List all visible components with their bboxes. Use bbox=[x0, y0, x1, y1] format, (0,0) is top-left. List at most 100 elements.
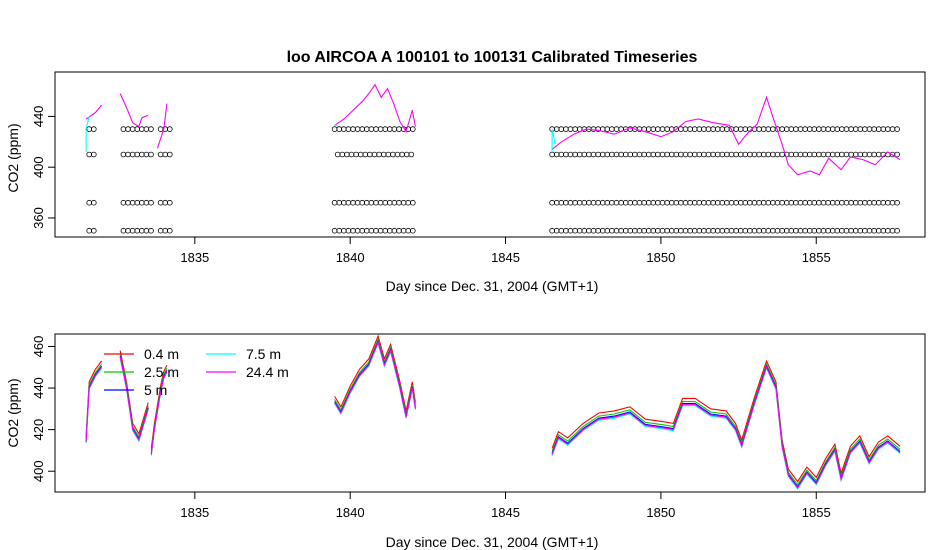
calibration-marker bbox=[742, 151, 749, 158]
calibration-marker bbox=[668, 151, 675, 158]
calibration-marker bbox=[553, 199, 560, 206]
calibration-marker bbox=[641, 227, 647, 234]
calibration-marker bbox=[357, 151, 364, 158]
calibration-marker bbox=[811, 227, 818, 234]
calibration-marker bbox=[862, 126, 868, 132]
calibration-marker bbox=[760, 227, 767, 234]
calibration-marker bbox=[839, 151, 845, 158]
calibration-marker bbox=[368, 199, 375, 206]
y-tick-label: 360 bbox=[31, 207, 46, 229]
calibration-marker bbox=[889, 126, 896, 132]
calibration-marker bbox=[857, 126, 864, 132]
calibration-marker bbox=[618, 227, 624, 234]
series-line bbox=[551, 95, 901, 176]
calibration-marker bbox=[655, 199, 661, 206]
calibration-marker bbox=[760, 151, 767, 158]
calibration-marker bbox=[871, 126, 877, 132]
calibration-marker bbox=[336, 227, 343, 234]
calibration-marker bbox=[134, 151, 141, 158]
calibration-marker bbox=[871, 227, 877, 234]
calibration-marker bbox=[636, 227, 643, 234]
calibration-marker bbox=[613, 199, 620, 206]
x-tick-label: 1840 bbox=[336, 250, 365, 265]
calibration-marker bbox=[373, 227, 379, 234]
calibration-marker bbox=[737, 126, 744, 132]
calibration-marker bbox=[636, 151, 643, 158]
calibration-marker bbox=[376, 151, 382, 158]
calibration-marker bbox=[86, 126, 92, 132]
calibration-marker bbox=[852, 199, 859, 206]
calibration-marker bbox=[148, 199, 154, 206]
calibration-marker bbox=[340, 126, 347, 132]
calibration-marker bbox=[816, 151, 822, 158]
calibration-marker bbox=[834, 227, 841, 234]
calibration-marker bbox=[129, 151, 136, 158]
calibration-marker bbox=[348, 151, 355, 158]
calibration-marker bbox=[866, 227, 873, 234]
series-line bbox=[334, 123, 339, 128]
calibration-marker bbox=[852, 227, 859, 234]
calibration-marker bbox=[567, 227, 574, 234]
calibration-marker bbox=[802, 151, 808, 158]
calibration-marker bbox=[409, 227, 416, 234]
calibration-marker bbox=[576, 199, 583, 206]
x-tick-label: 1845 bbox=[491, 505, 520, 520]
calibration-marker bbox=[650, 126, 657, 132]
calibration-marker bbox=[400, 199, 407, 206]
calibration-marker bbox=[834, 126, 841, 132]
calibration-marker bbox=[382, 126, 389, 132]
x-tick-label: 1850 bbox=[646, 250, 675, 265]
calibration-marker bbox=[632, 199, 638, 206]
calibration-marker bbox=[167, 199, 173, 206]
calibration-marker bbox=[701, 199, 707, 206]
calibration-marker bbox=[567, 199, 574, 206]
calibration-marker bbox=[797, 227, 804, 234]
calibration-marker bbox=[719, 199, 726, 206]
calibration-marker bbox=[558, 126, 565, 132]
calibration-marker bbox=[129, 227, 136, 234]
calibration-marker bbox=[857, 227, 864, 234]
calibration-marker bbox=[705, 151, 712, 158]
calibration-marker bbox=[866, 151, 873, 158]
series-line bbox=[156, 103, 168, 149]
calibration-marker bbox=[825, 227, 831, 234]
calibration-marker bbox=[134, 199, 141, 206]
series-line bbox=[334, 340, 416, 418]
calibration-marker bbox=[553, 227, 560, 234]
calibration-marker bbox=[655, 227, 661, 234]
calibration-marker bbox=[572, 199, 578, 206]
calibration-marker bbox=[622, 151, 629, 158]
calibration-marker bbox=[586, 151, 592, 158]
x-tick-label: 1835 bbox=[180, 505, 209, 520]
series-line bbox=[551, 365, 901, 489]
calibration-marker bbox=[408, 151, 415, 158]
calibration-marker bbox=[829, 199, 836, 206]
calibration-marker bbox=[765, 126, 772, 132]
calibration-marker bbox=[576, 151, 583, 158]
calibration-marker bbox=[363, 199, 370, 206]
calibration-marker bbox=[572, 227, 578, 234]
y-tick-label: 420 bbox=[31, 419, 46, 441]
calibration-marker bbox=[336, 126, 343, 132]
calibration-marker bbox=[668, 227, 675, 234]
x-tick-label: 1855 bbox=[802, 250, 831, 265]
calibration-marker bbox=[659, 199, 666, 206]
calibration-marker bbox=[779, 227, 785, 234]
calibration-marker bbox=[774, 227, 781, 234]
calibration-marker bbox=[774, 151, 781, 158]
calibration-marker bbox=[604, 151, 611, 158]
calibration-marker bbox=[894, 227, 900, 234]
calibration-marker bbox=[558, 199, 565, 206]
calibration-marker bbox=[875, 227, 882, 234]
calibration-marker bbox=[788, 199, 795, 206]
calibration-marker bbox=[391, 227, 398, 234]
bottom-line-layer bbox=[85, 334, 901, 490]
calibration-marker bbox=[622, 199, 629, 206]
calibration-marker bbox=[793, 227, 799, 234]
calibration-marker bbox=[714, 199, 721, 206]
calibration-marker bbox=[829, 151, 836, 158]
y-tick-label: 440 bbox=[31, 106, 46, 128]
calibration-marker bbox=[91, 126, 97, 132]
calibration-marker bbox=[609, 227, 615, 234]
calibration-marker bbox=[636, 199, 643, 206]
